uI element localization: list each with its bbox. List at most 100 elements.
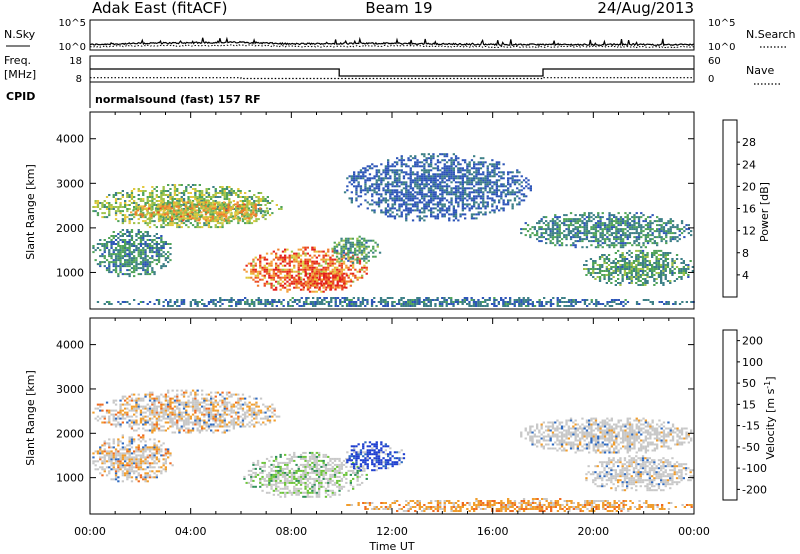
echo-cell bbox=[601, 224, 604, 227]
echo-cell bbox=[475, 189, 478, 192]
echo-cell bbox=[470, 197, 474, 200]
echo-cell bbox=[241, 200, 245, 202]
echo-cell bbox=[405, 197, 408, 200]
echo-cell bbox=[656, 216, 659, 219]
echo-cell bbox=[261, 268, 264, 271]
echo-cell bbox=[297, 248, 300, 251]
echo-cell bbox=[248, 216, 251, 219]
echo-cell bbox=[622, 230, 625, 233]
echo-cell bbox=[498, 175, 501, 178]
echo-cell bbox=[621, 252, 624, 254]
echo-cell bbox=[484, 211, 487, 214]
echo-cell bbox=[382, 301, 385, 303]
echo-cell bbox=[393, 197, 397, 200]
echo-cell bbox=[558, 244, 561, 247]
echo-cell bbox=[630, 280, 633, 282]
echo-cell bbox=[194, 192, 197, 194]
echo-cell bbox=[380, 163, 383, 166]
echo-cell bbox=[384, 165, 387, 168]
echo-cell bbox=[209, 213, 212, 216]
echo-cell bbox=[121, 190, 124, 192]
echo-cell bbox=[142, 190, 145, 192]
echo-cell bbox=[358, 262, 362, 265]
echo-cell bbox=[352, 266, 355, 269]
echo-cell bbox=[204, 207, 208, 210]
echo-cell bbox=[121, 257, 124, 260]
echo-cell bbox=[452, 163, 455, 166]
echo-cell bbox=[646, 276, 649, 278]
echo-cell bbox=[607, 276, 611, 278]
echo-cell bbox=[407, 173, 410, 176]
echo-cell bbox=[356, 276, 359, 279]
echo-cell bbox=[626, 264, 629, 266]
echo-cell bbox=[358, 276, 362, 279]
echo-cell bbox=[479, 179, 483, 182]
echo-cell bbox=[637, 264, 640, 266]
echo-cell bbox=[307, 297, 310, 299]
echo-cell bbox=[445, 193, 449, 196]
echo-cell bbox=[495, 181, 498, 184]
echo-cell bbox=[466, 205, 469, 208]
echo-cell bbox=[391, 211, 394, 214]
echo-cell bbox=[466, 203, 469, 206]
echo-cell bbox=[157, 210, 161, 213]
echo-cell bbox=[423, 205, 426, 208]
echo-cell bbox=[484, 201, 487, 204]
echo-cell bbox=[151, 194, 154, 196]
echo-cell bbox=[619, 238, 623, 241]
echo-cell bbox=[284, 248, 287, 251]
echo-cell bbox=[347, 239, 350, 242]
echo-cell bbox=[641, 264, 645, 266]
echo-cell bbox=[617, 270, 620, 272]
echo-cell bbox=[382, 189, 385, 192]
echo-cell bbox=[316, 282, 319, 285]
echo-cell bbox=[309, 303, 312, 305]
echo-cell bbox=[293, 256, 296, 259]
echo-cell bbox=[623, 262, 627, 264]
echo-cell bbox=[549, 228, 552, 231]
echo-cell bbox=[389, 189, 392, 192]
echo-cell bbox=[491, 191, 494, 194]
echo-cell bbox=[556, 240, 559, 243]
echo-cell bbox=[493, 199, 496, 202]
echo-cell bbox=[142, 261, 145, 264]
echo-cell bbox=[386, 303, 389, 305]
echo-cell bbox=[644, 228, 647, 231]
echo-cell bbox=[259, 301, 263, 303]
echo-cell bbox=[450, 157, 453, 160]
echo-cell bbox=[342, 272, 346, 275]
echo-cell bbox=[473, 165, 476, 168]
echo-cell bbox=[613, 246, 616, 249]
echo-cell bbox=[246, 299, 249, 301]
echo-cell bbox=[456, 301, 460, 303]
echo-cell bbox=[110, 241, 113, 243]
echo-cell bbox=[314, 274, 317, 277]
echo-cell bbox=[254, 270, 257, 273]
echo-cell bbox=[430, 201, 433, 204]
echo-cell bbox=[169, 198, 172, 200]
echo-cell bbox=[237, 301, 240, 303]
echo-cell bbox=[622, 240, 625, 243]
echo-cell bbox=[488, 187, 492, 190]
echo-cell bbox=[477, 191, 480, 194]
echo-cell bbox=[311, 272, 314, 275]
echo-cell bbox=[653, 278, 656, 280]
echo-cell bbox=[213, 219, 217, 222]
echo-cell bbox=[572, 228, 575, 231]
echo-cell bbox=[141, 207, 144, 210]
echo-cell bbox=[114, 239, 118, 241]
echo-cell bbox=[411, 219, 415, 222]
echo-cell bbox=[322, 254, 325, 257]
echo-cell bbox=[230, 192, 233, 194]
echo-cell bbox=[396, 181, 399, 184]
echo-cell bbox=[308, 264, 312, 267]
echo-cell bbox=[124, 263, 127, 266]
echo-cell bbox=[324, 268, 328, 271]
echo-cell bbox=[601, 228, 604, 231]
echo-cell bbox=[583, 212, 586, 215]
echo-cell bbox=[603, 276, 606, 278]
echo-cell bbox=[598, 280, 602, 282]
echo-cell bbox=[253, 303, 256, 305]
echo-cell bbox=[430, 215, 433, 218]
echo-cell bbox=[518, 201, 521, 204]
